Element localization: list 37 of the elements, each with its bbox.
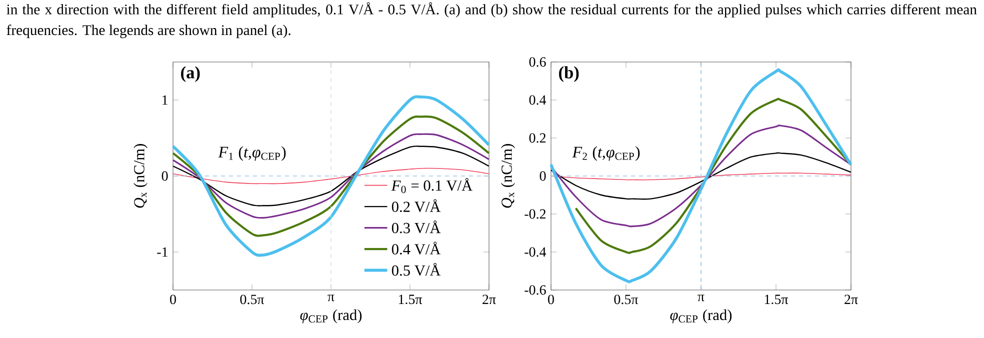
y-tick-label: 1 xyxy=(162,95,168,105)
line-series xyxy=(172,95,490,257)
y-tick-label: -1 xyxy=(157,247,168,257)
y-tick-label: -0.2 xyxy=(524,209,546,219)
legend-label: 0.3 V/Å xyxy=(392,220,441,234)
x-tick-label: 0 xyxy=(170,294,176,304)
y-tick-label: 0.4 xyxy=(529,95,546,105)
legend-label: 0.4 V/Å xyxy=(392,242,441,255)
text: in the x direction with the different field amplitudes, 0.1 V/Å - 0.5 V/Å. (a) and (b) show the residual currents for the applied pulses which carries different mean frequencies. The legends are shown in panel (a). xyxy=(6,2,977,38)
x-tick-label: 2π xyxy=(482,294,496,304)
annotation: F$_{2}$ (t,φ$_{CEP}$) xyxy=(572,146,640,161)
line-series xyxy=(172,133,490,219)
annotation: (b) xyxy=(559,66,579,82)
x-tick-label: 0.5π xyxy=(240,294,264,304)
y-axis-title: Q$_{x}$ (nC/m) xyxy=(501,144,515,208)
x-tick-label: 0 xyxy=(548,294,554,304)
y-tick-label: 0.2 xyxy=(529,133,546,143)
annotation: F$_{1}$ (t,φ$_{CEP}$) xyxy=(218,146,286,161)
annotation: (a) xyxy=(181,66,200,82)
x-axis-title: φ$_{CEP}$ (rad) xyxy=(300,309,362,324)
y-tick-label: 0 xyxy=(162,171,168,181)
line-series xyxy=(172,116,490,237)
x-tick-label: π xyxy=(328,294,334,302)
x-tick-label: 1.5π xyxy=(764,294,788,304)
y-tick-label: -0.4 xyxy=(524,247,546,257)
x-axis-title: φ$_{CEP}$ (rad) xyxy=(670,309,732,324)
legend-label: 0.2 V/Å xyxy=(392,199,441,212)
legend-label: 0.5 V/Å xyxy=(392,262,441,276)
x-tick-label: 1.5π xyxy=(398,294,422,304)
y-tick-label: 0.6 xyxy=(529,57,546,67)
x-tick-label: π xyxy=(698,294,704,302)
x-tick-label: 0.5π xyxy=(614,294,638,304)
y-tick-label: -0.6 xyxy=(524,285,546,295)
x-tick-label: 2π xyxy=(844,294,858,304)
y-tick-label: 0 xyxy=(540,171,546,181)
y-axis-title: Q$_{x}$ (nC/m) xyxy=(134,144,148,208)
legend-label: F$_{0}$ = 0.1 V/Å xyxy=(391,178,472,194)
